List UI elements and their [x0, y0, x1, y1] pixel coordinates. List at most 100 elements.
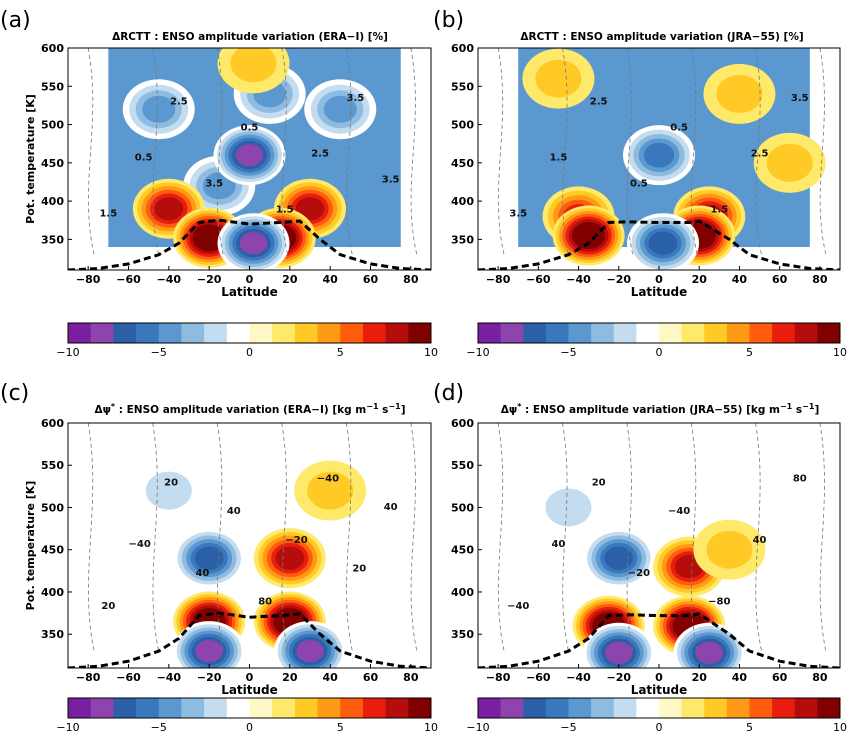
contour-label: −20	[285, 535, 307, 546]
x-tick-label: 20	[692, 273, 708, 286]
colorbar-bin	[749, 698, 773, 718]
contour-label: 80	[793, 473, 807, 484]
field: 20 −40 20 40 40 80 −20 −40 20 40	[68, 423, 431, 668]
y-tick-label: 550	[41, 459, 64, 472]
x-tick-label: −40	[157, 273, 182, 286]
y-tick-label: 350	[451, 628, 474, 641]
contour-label: 20	[352, 564, 366, 575]
x-tick-label: 80	[812, 273, 828, 286]
colorbar-bin	[591, 698, 615, 718]
colorbar-bin	[636, 323, 660, 343]
field: −40 40 20 −20 −40 −80 40 80	[478, 423, 840, 668]
contour-label: 3.5	[205, 179, 223, 190]
contour-line	[626, 423, 634, 652]
x-tick-label: 80	[403, 273, 419, 286]
contour-label: 3.5	[382, 175, 400, 186]
tropopause-line	[68, 611, 431, 668]
colorbar-frame	[67, 322, 432, 344]
tropopause-line	[478, 219, 840, 270]
colorbar-frame	[67, 697, 432, 719]
y-axis-label: Pot. temperature [K]	[24, 481, 37, 611]
colorbar-bin	[478, 698, 502, 718]
x-tick-label: −40	[566, 671, 591, 684]
colorbar-bin	[568, 323, 592, 343]
colorbar-tick-label: −10	[56, 346, 79, 359]
y-tick-label: 500	[451, 119, 474, 132]
x-tick-label: −20	[607, 671, 632, 684]
colorbar-bin	[591, 323, 615, 343]
colorbar-tick-label: 5	[746, 721, 753, 732]
colorbar-bin	[704, 698, 728, 718]
panel-label: (b)	[433, 8, 464, 33]
contour-line	[755, 48, 762, 255]
contour-line	[216, 48, 224, 255]
x-axis-label: Latitude	[221, 683, 278, 697]
contour-line	[626, 48, 634, 255]
x-tick-label: −20	[197, 671, 222, 684]
colorbar-bin	[523, 698, 547, 718]
field-blob	[535, 59, 582, 98]
contour-label: 0.5	[135, 153, 153, 164]
colorbar-bin	[272, 698, 296, 718]
colorbar-bin	[226, 323, 250, 343]
x-tick-label: 40	[323, 671, 339, 684]
colorbar-bin	[204, 698, 228, 718]
panel-title: ΔRCTT : ENSO amplitude variation (ERA−I)…	[112, 31, 388, 43]
colorbar-bin	[90, 323, 114, 343]
contour-label: −80	[708, 597, 730, 608]
x-axis-label: Latitude	[221, 285, 278, 299]
x-tick-label: −20	[197, 273, 222, 286]
contour-line	[281, 48, 289, 255]
field-blob	[643, 142, 675, 168]
contour-line	[410, 423, 418, 652]
y-tick-label: 350	[451, 233, 474, 246]
colorbar-tick-label: −5	[151, 721, 167, 732]
colorbar-tick-label: 10	[833, 721, 847, 732]
colorbar-tick-label: −5	[560, 721, 576, 732]
colorbar-bin	[385, 323, 409, 343]
contour-line	[755, 423, 762, 652]
colorbar-tick-label: 0	[656, 346, 663, 359]
colorbar-tick-label: −10	[56, 721, 79, 732]
field-blob	[766, 143, 813, 182]
contour-line	[497, 423, 505, 652]
colorbar-bin	[408, 323, 432, 343]
contour-label: −20	[628, 568, 650, 579]
y-tick-label: 450	[451, 157, 474, 170]
field-blob	[545, 488, 592, 527]
colorbar-bin	[704, 323, 728, 343]
contour-label: 0.5	[241, 123, 259, 134]
field: 1.5 0.5 2.5 3.5 0.5 1.5 2.5 3.5 3.5	[68, 48, 431, 270]
y-tick-label: 450	[41, 544, 64, 557]
contour-line	[562, 423, 569, 652]
contour-line	[497, 48, 505, 255]
colorbar-bin	[613, 323, 637, 343]
y-tick-label: 450	[451, 544, 474, 557]
contour-label: 3.5	[347, 93, 365, 104]
y-axis-label: Pot. temperature [K]	[24, 94, 37, 224]
contour-label: 20	[164, 478, 178, 489]
x-axis-label: Latitude	[631, 683, 688, 697]
field: 3.5 1.5 2.5 0.5 0.5 1.5 2.5 3.5	[478, 48, 840, 270]
colorbar-bin	[317, 323, 341, 343]
field-blob	[323, 95, 357, 123]
contour-label: 3.5	[509, 208, 527, 219]
x-tick-label: 20	[282, 273, 298, 286]
colorbar-bin	[340, 323, 364, 343]
colorbar-tick-label: 0	[656, 721, 663, 732]
x-tick-label: −60	[116, 273, 141, 286]
contour-line	[410, 48, 418, 255]
panel-title: ΔRCTT : ENSO amplitude variation (JRA−55…	[520, 31, 803, 43]
contour-label: 0.5	[670, 123, 688, 134]
y-tick-label: 400	[451, 195, 474, 208]
colorbar-bin	[817, 698, 841, 718]
x-tick-label: 80	[812, 671, 828, 684]
x-tick-label: 0	[655, 273, 663, 286]
field-blob	[296, 639, 324, 663]
field-blob	[648, 231, 678, 255]
colorbar-bin	[681, 698, 705, 718]
colorbar-bin	[681, 323, 705, 343]
colorbar-frame	[477, 322, 841, 344]
contour-label: 2.5	[751, 149, 769, 160]
y-tick-label: 600	[41, 417, 64, 430]
